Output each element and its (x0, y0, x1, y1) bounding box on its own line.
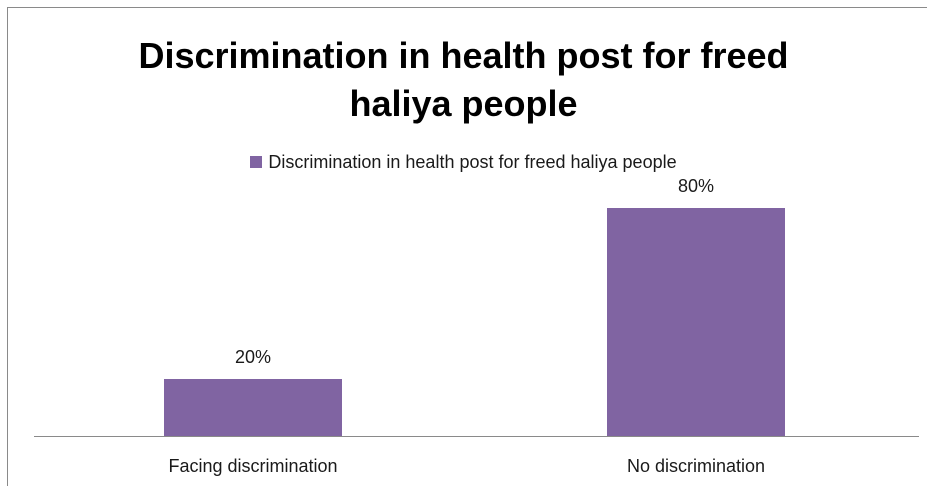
chart-legend: Discrimination in health post for freed … (0, 152, 927, 173)
legend-swatch (250, 156, 263, 168)
data-label-1: 20% (235, 347, 271, 367)
chart-title-line-1: Discrimination in health post for freed (138, 35, 789, 76)
chart-title: Discrimination in health post for freed … (0, 32, 927, 128)
data-label-2: 80% (678, 176, 714, 196)
legend-label: Discrimination in health post for freed … (268, 152, 677, 172)
bar-2 (607, 208, 785, 436)
category-label-2: No discrimination (627, 456, 765, 476)
chart-title-line-2: haliya people (349, 83, 578, 124)
category-label-1: Facing discrimination (168, 456, 337, 476)
bar-1 (164, 379, 342, 436)
